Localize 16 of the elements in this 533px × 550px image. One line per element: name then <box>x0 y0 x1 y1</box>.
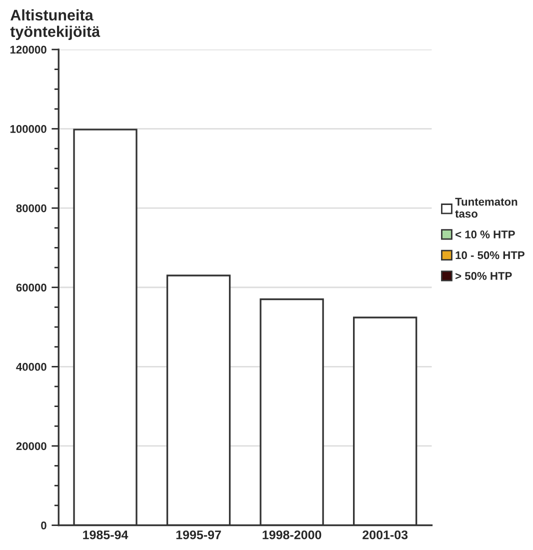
x-tick-label: 2001-03 <box>362 530 408 540</box>
y-tick-label: 20000 <box>16 442 46 450</box>
legend-label: > 50% HTP <box>456 272 512 280</box>
y-tick-label: 100000 <box>10 125 46 133</box>
x-tick-label: 1998-2000 <box>262 530 322 540</box>
legend-label: < 10 % HTP <box>456 230 515 238</box>
y-tick-label: 80000 <box>16 204 46 212</box>
legend-label: 10 - 50% HTP <box>456 251 524 260</box>
y-axis-title: Altistuneita työntekijöitä <box>10 9 100 40</box>
x-tick-label: 1995-97 <box>176 530 221 540</box>
legend-label: Tuntematon taso <box>455 198 518 218</box>
y-tick-label: 0 <box>41 522 46 530</box>
y-tick-label: 60000 <box>16 284 46 292</box>
y-tick-label: 120000 <box>10 46 46 54</box>
x-tick-label: 1985-94 <box>83 530 128 540</box>
y-tick-label: 40000 <box>16 362 46 371</box>
